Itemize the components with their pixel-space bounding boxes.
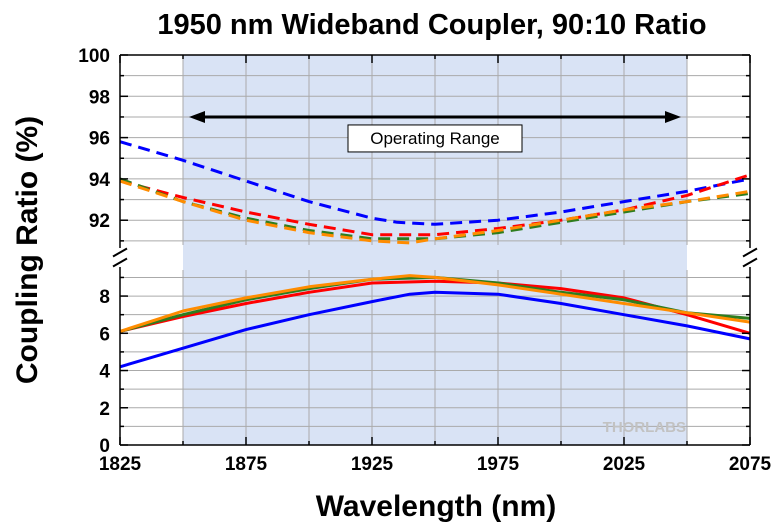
axis-break-left-icon [112, 247, 128, 258]
x-tick-label: 1975 [477, 454, 520, 475]
chart-title: 1950 nm Wideband Coupler, 90:10 Ratio [157, 9, 706, 41]
x-tick-label: 1825 [99, 454, 142, 475]
series-line-upper-1 [119, 140, 751, 226]
series-line-upper-4 [119, 179, 751, 245]
y-tick-label: 92 [89, 211, 110, 232]
y-tick-label: 96 [89, 129, 110, 150]
y-tick-label: 0 [99, 436, 110, 457]
axis-break-right-icon [742, 247, 758, 258]
tick-labels: 1825 1875 1925 1975 2025 2075 92 94 96 98 100 0 2 4 6 8 [78, 46, 771, 475]
y-tick-label: 98 [89, 87, 110, 108]
series-layer [119, 140, 751, 369]
operating-range-label: Operating Range [370, 129, 499, 148]
y-tick-label: 94 [89, 170, 111, 191]
series-line-lower-1 [119, 290, 751, 369]
axis-break-left-icon [112, 257, 128, 268]
x-tick-label: 2025 [603, 454, 646, 475]
y-axis-label: Coupling Ratio (%) [11, 116, 44, 384]
x-axis-label: Wavelength (nm) [316, 490, 557, 523]
thorlabs-watermark: THORLABS [603, 419, 686, 436]
y-tick-label: 4 [99, 362, 110, 383]
x-tick-label: 1875 [225, 454, 268, 475]
y-tick-label: 100 [78, 46, 110, 67]
grid [120, 55, 750, 445]
x-tick-label: 2075 [729, 454, 772, 475]
axis-break-right-icon [742, 257, 758, 268]
arrowhead-right-icon [665, 110, 681, 123]
x-tick-label: 1925 [351, 454, 394, 475]
tick-marks [119, 54, 751, 446]
series-line-upper-2 [119, 173, 751, 237]
y-tick-label: 8 [99, 287, 110, 308]
annotation-box [347, 124, 523, 153]
arrowhead-left-icon [189, 110, 205, 123]
y-tick-label: 6 [99, 324, 110, 345]
series-line-lower-4 [119, 274, 751, 333]
y-tick-label: 2 [99, 399, 110, 420]
